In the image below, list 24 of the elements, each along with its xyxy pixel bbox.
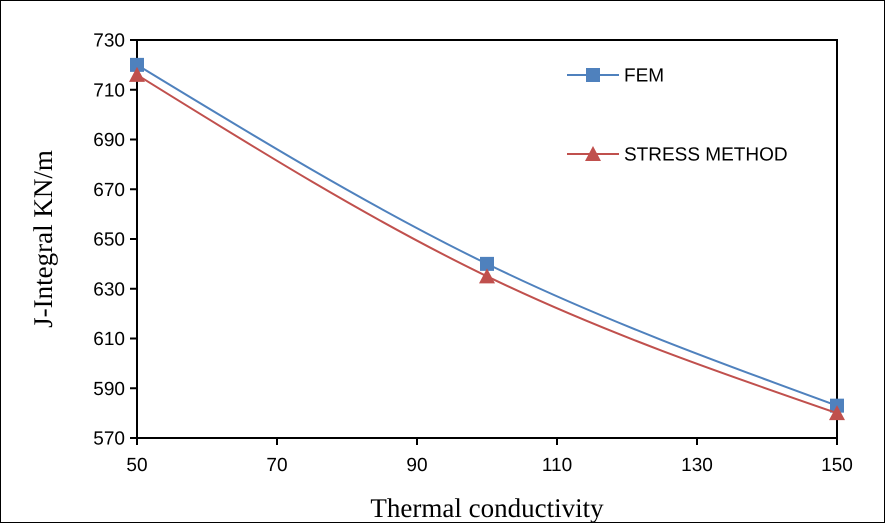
point <box>480 256 494 271</box>
x-tick-label: 150 <box>821 455 853 476</box>
y-axis-title: J-Integral KN/m <box>28 150 58 328</box>
point <box>130 58 144 72</box>
y-tick-label: 670 <box>93 180 125 201</box>
x-tick-label: 110 <box>542 455 572 476</box>
x-tick-label: 130 <box>681 455 713 476</box>
y-tick-label: 650 <box>93 230 125 251</box>
x-tick-label: 70 <box>266 455 288 476</box>
y-tick-label: 710 <box>93 80 125 102</box>
point <box>829 405 845 420</box>
legend-label: STRESS METHOD <box>624 144 788 166</box>
legend-label: FEM <box>624 66 664 87</box>
x-tick-label: 50 <box>126 455 148 476</box>
x-tick-label: 90 <box>406 455 428 476</box>
y-tick-label: 730 <box>93 30 125 52</box>
point <box>129 66 145 82</box>
y-tick-label: 610 <box>93 329 125 350</box>
y-tick-label: 690 <box>93 130 125 152</box>
y-tick-label: 570 <box>93 428 125 450</box>
point <box>479 268 495 284</box>
x-axis-title: Thermal conductivity <box>370 493 604 523</box>
y-tick-label: 590 <box>93 378 125 400</box>
y-tick-label: 630 <box>93 279 125 300</box>
